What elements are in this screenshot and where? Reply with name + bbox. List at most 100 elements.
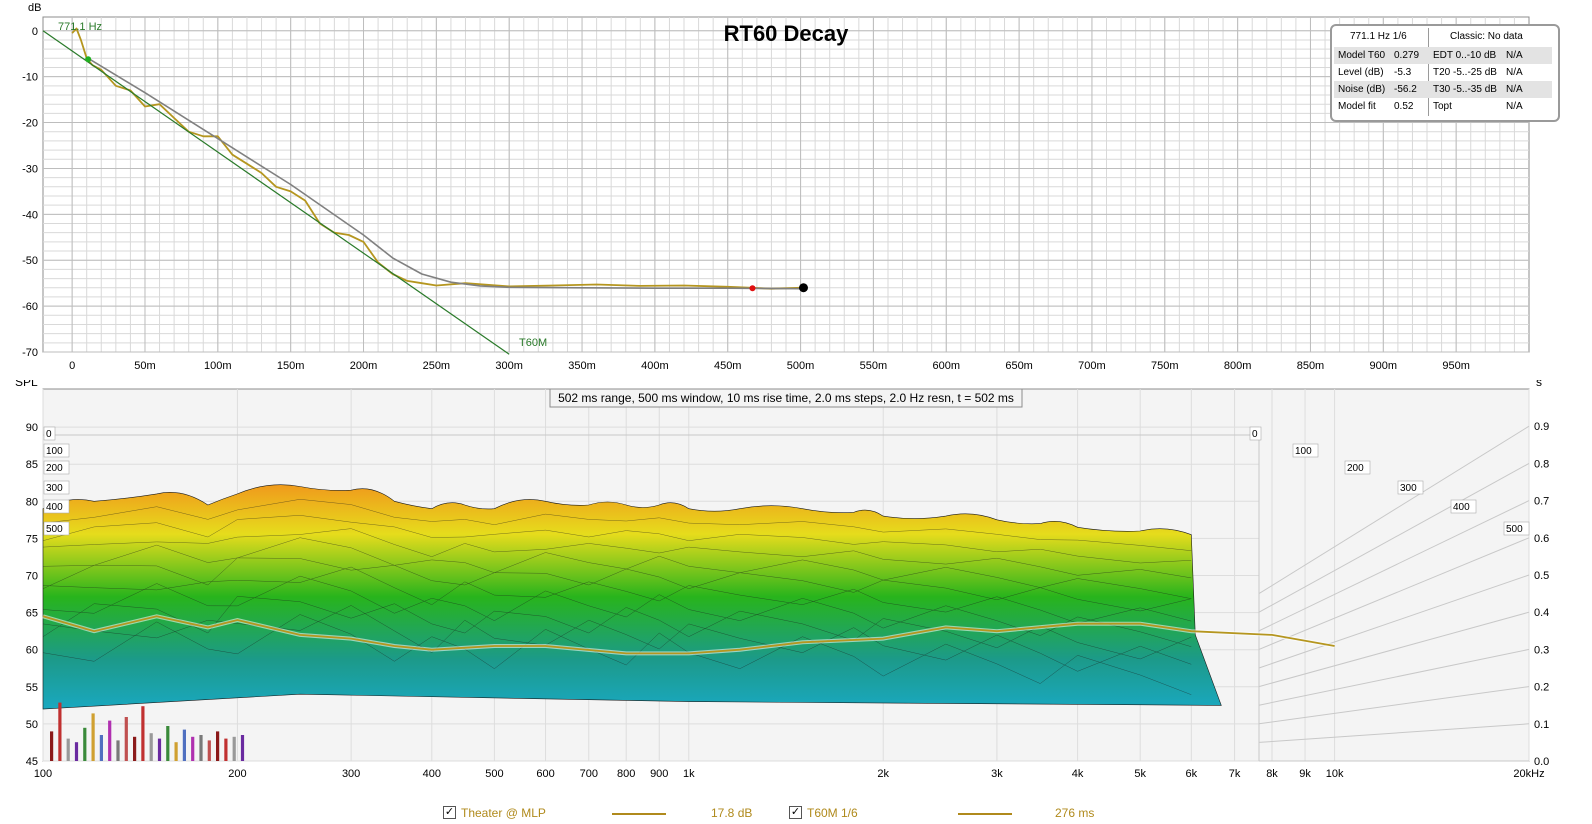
decay-marker — [798, 283, 808, 293]
depth-label-bg — [43, 426, 56, 441]
x-tick-label: 850m — [1297, 360, 1325, 372]
time-tick-label: 0.6 — [1534, 533, 1549, 545]
info-row-bg — [1334, 47, 1552, 64]
info-row-name: Noise (dB) — [1338, 84, 1386, 95]
time-tick-label: 0.3 — [1534, 644, 1549, 656]
info-divider — [1428, 28, 1429, 116]
freq-tick-label: 800 — [617, 768, 635, 780]
mode-bar — [66, 738, 70, 761]
x-tick-label: 400m — [641, 360, 669, 372]
time-tick-label: 0.9 — [1534, 421, 1549, 433]
info-row-classic: T20 -5..-25 dB — [1433, 67, 1497, 78]
time-tick-label: 0.2 — [1534, 682, 1549, 694]
depth-label-right: 100 — [1295, 446, 1312, 457]
mode-bar — [74, 742, 79, 761]
mode-bar — [191, 736, 195, 761]
decay-y-unit: dB — [28, 2, 41, 14]
mode-bar — [108, 720, 112, 761]
depth-label-right: 400 — [1453, 502, 1470, 513]
legend-checkbox-theater[interactable]: ✓ — [443, 806, 456, 819]
mode-bar — [232, 736, 236, 761]
mode-bar — [133, 736, 137, 761]
depth-label-bg — [43, 521, 70, 536]
measurement-curve — [71, 27, 801, 290]
spl-tick-label: 75 — [26, 533, 38, 545]
freq-tick-label: 2k — [877, 768, 889, 780]
x-tick-label: 150m — [277, 360, 305, 372]
y-tick-label: 0 — [32, 26, 38, 38]
perspective-line — [1258, 611, 1530, 688]
waterfall-y-unit: SPL — [15, 380, 38, 389]
spl-tick-label: 85 — [26, 459, 38, 471]
waterfall-chart: 100 200 300 400 500 600 700 800 900 1k 2k 3k 4k 5k 6k 7… — [15, 380, 1549, 780]
legend-label-theater[interactable]: Theater @ MLP — [461, 806, 546, 820]
depth-label-left: 400 — [46, 502, 63, 513]
waterfall-right-unit: s — [1536, 380, 1542, 389]
freq-tick-label: 300 — [342, 768, 360, 780]
x-tick-label: 450m — [714, 360, 742, 372]
waterfall-surface — [42, 484, 1222, 710]
depth-label-left: 0 — [46, 429, 52, 440]
depth-label-left: 200 — [46, 463, 63, 474]
decay-ridge — [42, 566, 1192, 624]
freq-tick-label: 6k — [1186, 768, 1198, 780]
freq-tick-label: 3k — [991, 768, 1003, 780]
decay-ridge — [42, 537, 1192, 599]
perspective-line — [1258, 648, 1530, 706]
info-header-right: Classic: No data — [1450, 31, 1523, 42]
y-tick-label: -30 — [22, 163, 38, 175]
mode-bar — [207, 740, 211, 761]
info-row-value: -5.3 — [1394, 67, 1412, 78]
depth-label-bg — [1397, 480, 1424, 495]
x-tick-label: 550m — [860, 360, 888, 372]
info-row-classic-value: N/A — [1506, 67, 1523, 78]
mode-bar — [58, 702, 62, 761]
freq-tick-label: 5k — [1134, 768, 1146, 780]
info-row-value: -56.2 — [1394, 84, 1417, 95]
spl-tick-label: 65 — [26, 608, 38, 620]
x-tick-label: 250m — [423, 360, 451, 372]
x-tick-label: 350m — [568, 360, 596, 372]
mode-bar — [99, 735, 103, 761]
x-tick-label: 0 — [69, 360, 75, 372]
mode-bar — [91, 713, 95, 761]
x-tick-label: 900m — [1370, 360, 1398, 372]
depth-label-bg — [1450, 499, 1477, 514]
x-tick-label: 650m — [1005, 360, 1033, 372]
t60m-line-label: T60M — [519, 337, 547, 349]
spl-tick-label: 90 — [26, 422, 38, 434]
x-tick-label: 800m — [1224, 360, 1252, 372]
depth-label-bg — [43, 480, 70, 495]
freq-tick-label: 7k — [1229, 768, 1241, 780]
decay-ridge — [42, 499, 1192, 551]
mode-bar — [50, 731, 54, 761]
depth-label-bg — [1503, 521, 1530, 536]
mode-bar — [182, 729, 186, 761]
caption-box — [549, 388, 1023, 408]
freq-tick-label: 10k — [1326, 768, 1344, 780]
perspective-line — [1258, 686, 1530, 725]
info-row-name: Model fit — [1338, 101, 1376, 112]
legend-label-t60m[interactable]: T60M 1/6 — [807, 806, 858, 820]
t60m-fit-line — [42, 30, 510, 355]
mode-bar — [149, 733, 153, 761]
x-tick-label: 500m — [787, 360, 815, 372]
perspective-line — [1258, 723, 1530, 743]
depth-label-left: 100 — [46, 446, 63, 457]
x-tick-label: 950m — [1442, 360, 1470, 372]
decay-ridge — [42, 614, 1192, 695]
perspective-line — [1258, 500, 1530, 632]
chart-title: RT60 Decay — [724, 21, 850, 46]
depth-label-bg — [43, 443, 70, 458]
freq-tick-label: 9k — [1299, 768, 1311, 780]
x-tick-label: 600m — [932, 360, 960, 372]
x-tick-label: 700m — [1078, 360, 1106, 372]
info-row-classic: T30 -5..-35 dB — [1433, 84, 1497, 95]
t60m-curve — [42, 615, 1335, 655]
legend-checkbox-t60m[interactable]: ✓ — [789, 806, 802, 819]
decay-marker — [85, 56, 92, 63]
freq-tick-label: 100 — [34, 768, 52, 780]
rt60-decay-chart: 0 -10 -20 -30 -40 -50 -60 -70 0 50m 100m 150m 200m 25… — [22, 2, 1530, 372]
depth-label-right: 500 — [1506, 524, 1523, 535]
decay-ridge — [42, 575, 1192, 647]
